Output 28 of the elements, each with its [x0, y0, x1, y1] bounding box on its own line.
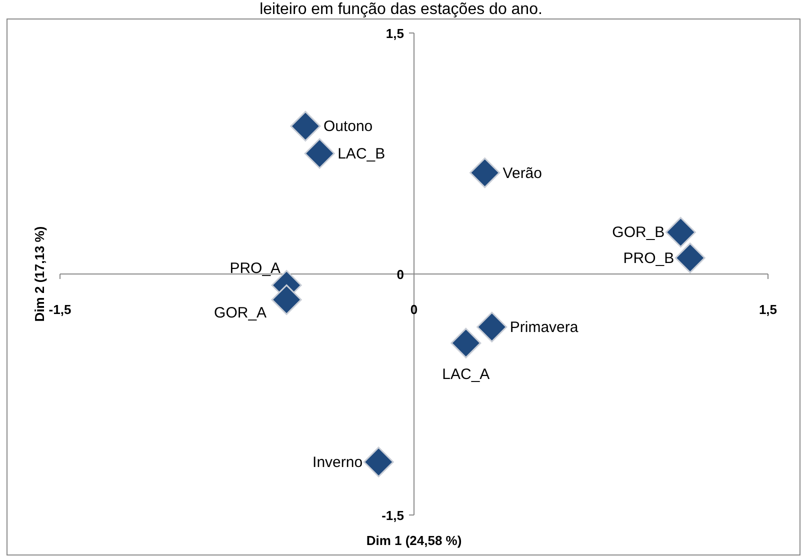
point: [476, 312, 508, 342]
annotation: PRO_B: [623, 250, 674, 267]
y-tick-label: 0: [396, 267, 404, 282]
y-tick-label: 1,5: [386, 26, 404, 41]
point: [470, 158, 500, 188]
x-tick-label: -1,5: [48, 302, 72, 317]
annotation: PRO_A: [230, 260, 281, 278]
point: [290, 110, 321, 142]
y-axis-title: Dim 2 (17,13 %): [32, 226, 47, 322]
point: [363, 446, 394, 478]
annotation: Primavera: [510, 319, 579, 336]
annotation: LAC_A: [442, 366, 490, 384]
point: [450, 328, 482, 358]
y-tick-label: -1,5: [382, 508, 404, 523]
point: [674, 242, 706, 274]
x-tick-label: 1,5: [758, 302, 778, 317]
annotation: Verão: [502, 164, 542, 182]
x-axis-title: Dim 1 (24,58 %): [366, 533, 462, 548]
point: [304, 138, 335, 169]
annotation: Inverno: [312, 454, 363, 471]
x-tick-label: 0: [410, 302, 418, 317]
annotation: Outono: [323, 118, 373, 136]
chart-title: leiteiro em função das estações do ano.: [260, 1, 542, 18]
point: [665, 216, 696, 248]
annotation: GOR_A: [214, 304, 267, 322]
point: [271, 284, 302, 315]
annotation: LAC_B: [338, 146, 386, 162]
annotation: GOR_B: [612, 224, 665, 242]
